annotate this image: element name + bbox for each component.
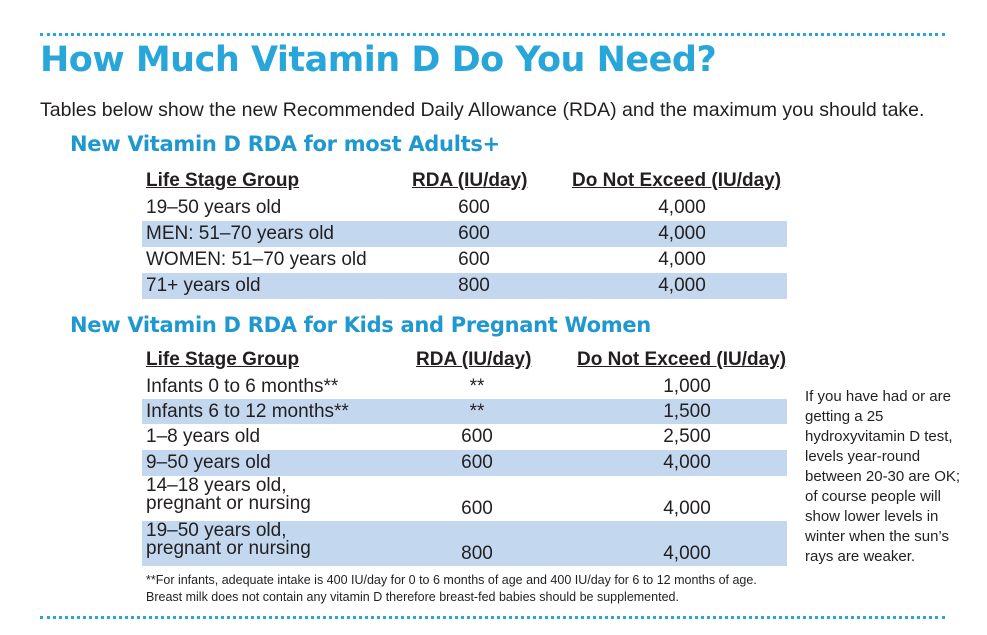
table-row: 14–18 years old, pregnant or nursing 600 … <box>142 476 787 521</box>
row-age: MEN: 51–70 years old <box>146 223 334 244</box>
row-max: 4,000 <box>658 275 706 296</box>
row-age-line2: pregnant or nursing <box>146 538 311 559</box>
table-row: 9–50 years old 600 4,000 <box>142 450 787 476</box>
table-row: 19–50 years old 600 4,000 <box>142 195 787 221</box>
bottom-dotted-divider <box>40 616 945 619</box>
page-title: How Much Vitamin D Do You Need? <box>40 40 717 80</box>
table-row: Infants 0 to 6 months** ** 1,000 <box>142 374 787 399</box>
table-row: Infants 6 to 12 months** ** 1,500 <box>142 399 787 424</box>
row-rda: 600 <box>461 452 493 473</box>
row-max: 1,000 <box>663 376 711 397</box>
table-row: MEN: 51–70 years old 600 4,000 <box>142 221 787 247</box>
col-rda: RDA (IU/day) <box>412 170 528 191</box>
table-row: 19–50 years old, pregnant or nursing 800 … <box>142 521 787 566</box>
row-max: 4,000 <box>663 543 711 564</box>
kids-table-header: Life Stage Group RDA (IU/day) Do Not Exc… <box>142 349 787 374</box>
row-max: 4,000 <box>663 452 711 473</box>
row-age: 71+ years old <box>146 275 261 296</box>
row-age-line1: 14–18 years old, <box>146 475 287 496</box>
adults-heading: New Vitamin D RDA for most Adults+ <box>70 132 500 156</box>
row-max: 1,500 <box>663 401 711 422</box>
row-rda: ** <box>469 401 485 422</box>
adults-table-header: Life Stage Group RDA (IU/day) Do Not Exc… <box>142 170 787 195</box>
row-age: 14–18 years old, pregnant or nursing <box>146 475 311 514</box>
row-age: 19–50 years old <box>146 197 282 218</box>
kids-table: Life Stage Group RDA (IU/day) Do Not Exc… <box>142 349 787 566</box>
table-row: WOMEN: 51–70 years old 600 4,000 <box>142 247 787 273</box>
row-rda: ** <box>469 376 485 397</box>
row-age: 9–50 years old <box>146 452 271 473</box>
col-max: Do Not Exceed (IU/day) <box>577 349 787 370</box>
row-max: 4,000 <box>663 498 711 519</box>
col-life-stage: Life Stage Group <box>146 349 300 370</box>
row-rda: 600 <box>461 426 493 447</box>
intro-text: Tables below show the new Recommended Da… <box>40 99 925 121</box>
top-dotted-divider <box>40 33 945 36</box>
col-max: Do Not Exceed (IU/day) <box>572 170 782 191</box>
sidenote: If you have had or are getting a 25 hydr… <box>805 388 961 565</box>
row-rda: 600 <box>458 197 490 218</box>
row-rda: 600 <box>458 223 490 244</box>
table-row: 71+ years old 800 4,000 <box>142 273 787 299</box>
col-rda: RDA (IU/day) <box>416 349 532 370</box>
adults-table: Life Stage Group RDA (IU/day) Do Not Exc… <box>142 170 787 299</box>
row-age-line1: 19–50 years old, <box>146 520 287 541</box>
kids-heading: New Vitamin D RDA for Kids and Pregnant … <box>70 313 651 337</box>
row-rda: 600 <box>461 498 493 519</box>
row-age: 1–8 years old <box>146 426 261 447</box>
row-rda: 800 <box>461 543 493 564</box>
row-max: 4,000 <box>658 197 706 218</box>
row-max: 4,000 <box>658 223 706 244</box>
row-age: Infants 0 to 6 months** <box>146 376 339 397</box>
row-rda: 600 <box>458 249 490 270</box>
row-max: 4,000 <box>658 249 706 270</box>
row-age: Infants 6 to 12 months** <box>146 401 349 422</box>
table-row: 1–8 years old 600 2,500 <box>142 424 787 450</box>
row-rda: 800 <box>458 275 490 296</box>
row-age-line2: pregnant or nursing <box>146 493 311 514</box>
footnote: **For infants, adequate intake is 400 IU… <box>146 573 757 604</box>
row-age: 19–50 years old, pregnant or nursing <box>146 520 311 559</box>
col-life-stage: Life Stage Group <box>146 170 300 191</box>
row-max: 2,500 <box>663 426 711 447</box>
row-age: WOMEN: 51–70 years old <box>146 249 367 270</box>
